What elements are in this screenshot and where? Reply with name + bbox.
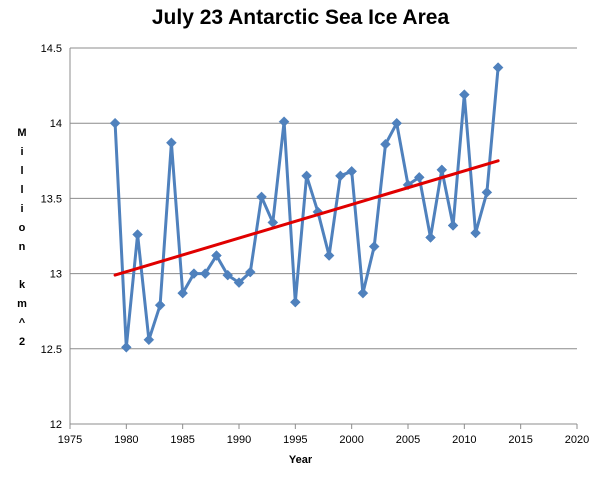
x-tick-label: 2005 xyxy=(396,434,420,446)
y-tick-label: 14.5 xyxy=(41,43,62,55)
x-tick-label: 1985 xyxy=(170,434,194,446)
x-tick-label: 1980 xyxy=(114,434,138,446)
data-point xyxy=(470,227,481,239)
data-point xyxy=(492,62,504,73)
trend-line xyxy=(113,159,500,277)
data-point xyxy=(391,117,403,129)
data-point xyxy=(199,268,211,279)
data-point xyxy=(132,229,143,240)
data-point xyxy=(368,241,380,252)
data-point xyxy=(413,171,425,183)
data-point xyxy=(346,165,358,177)
data-point xyxy=(177,287,189,299)
data-point xyxy=(289,296,301,308)
x-tick-label: 1990 xyxy=(227,434,251,446)
data-point xyxy=(357,287,369,299)
data-point xyxy=(301,170,312,182)
data-point xyxy=(120,341,132,353)
data-point xyxy=(278,116,290,128)
data-point xyxy=(154,299,166,311)
y-tick-label: 12 xyxy=(50,419,62,431)
data-point xyxy=(425,232,436,243)
data-point xyxy=(244,266,256,278)
series-line xyxy=(113,67,500,349)
data-point xyxy=(481,187,493,198)
x-tick-label: 2010 xyxy=(452,434,476,446)
x-tick-label: 2015 xyxy=(508,434,532,446)
y-tick-label: 12.5 xyxy=(41,344,62,356)
data-point xyxy=(166,137,177,149)
y-tick-label: 13.5 xyxy=(41,193,62,205)
data-point xyxy=(188,268,200,279)
x-axis-label: Year xyxy=(288,454,313,466)
data-point xyxy=(335,170,346,182)
x-tick-label: 2000 xyxy=(339,434,363,446)
data-point xyxy=(256,191,267,203)
data-point xyxy=(143,334,155,346)
data-point xyxy=(436,164,448,176)
data-point xyxy=(447,220,459,231)
data-point xyxy=(323,250,335,261)
chart-title: July 23 Antarctic Sea Ice Area xyxy=(151,6,450,29)
y-tick-label: 14 xyxy=(50,118,62,130)
data-point xyxy=(233,277,245,288)
data-point xyxy=(222,269,234,281)
x-tick-label: 1975 xyxy=(58,434,82,446)
x-tick-label: 1995 xyxy=(283,434,307,446)
data-point xyxy=(211,250,222,261)
x-tick-label: 2020 xyxy=(565,434,589,446)
data-point xyxy=(109,117,121,129)
y-tick-label: 13 xyxy=(50,269,62,281)
data-point xyxy=(458,89,470,100)
data-point xyxy=(380,138,391,150)
